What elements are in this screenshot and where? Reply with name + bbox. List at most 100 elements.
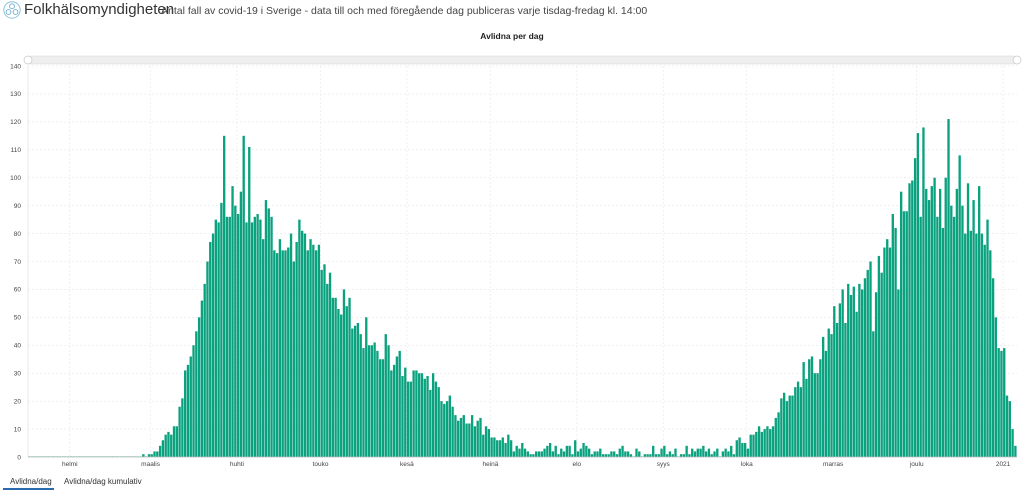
bar[interactable] [565,445,569,457]
bar[interactable] [197,317,201,457]
bar[interactable] [936,216,939,457]
bar[interactable] [518,448,521,457]
bar[interactable] [663,445,666,457]
bar[interactable] [404,367,407,457]
bar[interactable] [975,233,978,457]
bar[interactable] [259,219,262,457]
bar[interactable] [816,373,819,457]
bar[interactable] [473,426,477,457]
bar[interactable] [353,325,357,457]
bar[interactable] [431,373,435,457]
bar[interactable] [275,253,279,457]
bar[interactable] [540,451,543,457]
bar[interactable] [769,429,772,457]
zoom-handle-left[interactable] [23,55,33,65]
bar[interactable] [298,219,301,457]
bar[interactable] [278,239,282,457]
bar[interactable] [181,398,184,457]
bar[interactable] [621,445,624,457]
bar[interactable] [587,448,591,457]
bar[interactable] [161,440,165,457]
bar[interactable] [855,311,858,457]
bar[interactable] [685,445,688,457]
bar[interactable] [596,451,599,457]
bar[interactable] [877,255,881,457]
bar[interactable] [482,434,485,457]
bar[interactable] [977,186,981,458]
bar[interactable] [217,222,220,457]
bar[interactable] [239,191,243,457]
bar[interactable] [997,348,1000,457]
bar[interactable] [1005,395,1009,457]
bar[interactable] [192,345,195,457]
bar[interactable] [560,448,563,457]
bar[interactable] [582,443,585,457]
bar[interactable] [757,426,761,457]
bar[interactable] [835,322,839,457]
bar[interactable] [838,303,842,457]
bar[interactable] [526,451,530,457]
bar[interactable] [334,297,337,457]
bar[interactable] [579,448,582,457]
bar[interactable] [752,434,755,457]
bar[interactable] [228,216,231,457]
bar[interactable] [883,247,886,457]
bar[interactable] [231,186,234,458]
bar[interactable] [209,241,212,457]
bar[interactable] [273,250,276,457]
bar[interactable] [766,426,769,457]
bar[interactable] [657,454,660,457]
bar[interactable] [220,202,223,457]
bar[interactable] [679,454,683,457]
bar[interactable] [763,429,766,457]
bar[interactable] [791,395,794,457]
bar[interactable] [543,448,546,457]
bar[interactable] [574,440,577,457]
bar[interactable] [858,283,861,457]
bar[interactable] [916,133,920,457]
bar[interactable] [256,214,259,457]
bar[interactable] [821,336,825,457]
bar[interactable] [147,454,151,457]
bar[interactable] [484,426,488,457]
bar[interactable] [242,135,245,458]
bar[interactable] [459,417,463,457]
bar[interactable] [281,250,284,457]
bar[interactable] [468,423,471,457]
bar[interactable] [849,295,853,457]
bar[interactable] [420,373,424,457]
bar[interactable] [638,451,641,457]
bar[interactable] [615,454,619,457]
bar[interactable] [270,216,273,457]
bar[interactable] [716,448,719,457]
bar[interactable] [153,451,156,457]
bar[interactable] [966,183,970,458]
bar[interactable] [593,451,596,457]
bar[interactable] [537,451,541,457]
bar[interactable] [172,426,176,457]
bar[interactable] [604,454,608,457]
chart-zoom-scrollbar[interactable] [23,55,1022,65]
bar[interactable] [170,434,173,457]
bar[interactable] [905,211,908,457]
bar[interactable] [392,364,396,457]
bar[interactable] [704,451,708,457]
bar[interactable] [813,373,816,457]
bar[interactable] [735,440,738,457]
bar[interactable] [682,454,686,457]
bar[interactable] [284,250,287,457]
bar[interactable] [902,211,906,457]
bar[interactable] [741,443,744,457]
bar[interactable] [986,219,989,457]
bar[interactable] [426,376,429,457]
bar[interactable] [886,239,889,457]
bar[interactable] [515,445,518,457]
bar[interactable] [429,389,432,457]
bar[interactable] [365,317,368,457]
bar[interactable] [390,370,393,457]
bar[interactable] [980,233,984,457]
bar[interactable] [610,451,613,457]
bar[interactable] [320,269,323,457]
bar[interactable] [1008,401,1011,457]
bar[interactable] [454,415,457,457]
